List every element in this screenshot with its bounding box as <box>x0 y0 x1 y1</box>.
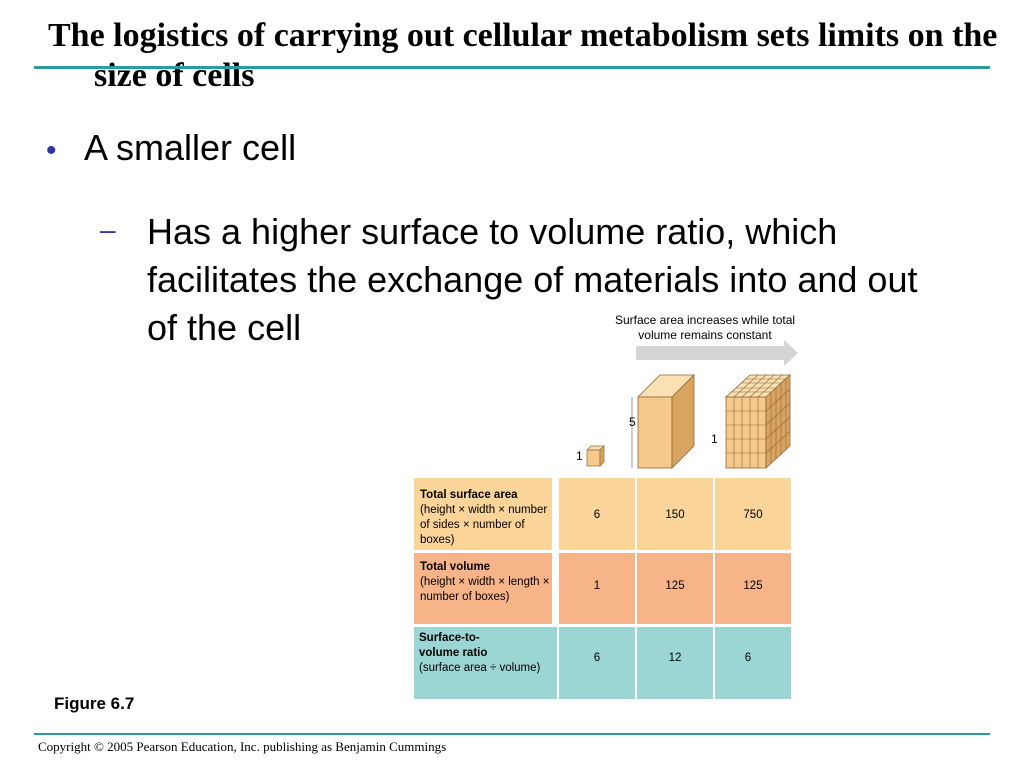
table-cell: 6 <box>715 627 781 699</box>
big-cube <box>631 374 695 469</box>
bullet-text: A smaller cell <box>84 127 297 168</box>
grid-cube-label: 1 <box>711 432 718 446</box>
table-cell-edge <box>781 627 791 699</box>
row-title: Total volume <box>420 561 491 573</box>
sub-bullet-marker: – <box>100 214 116 245</box>
sub-bullet-text: Has a higher surface to volume ratio, wh… <box>147 211 918 348</box>
row-volume-label: Total volume (height × width × length × … <box>414 553 552 624</box>
arrow-icon <box>636 340 798 366</box>
bullet-marker: • <box>46 134 57 167</box>
small-cube <box>586 445 605 467</box>
row-surface-area-label: Total surface area (height × width × num… <box>414 478 552 550</box>
row-desc: (height × width × number of sides × numb… <box>420 504 548 546</box>
row-desc: (height × width × length × number of box… <box>420 576 550 603</box>
footer-divider <box>34 733 990 735</box>
small-cube-label: 1 <box>576 449 583 463</box>
row-title: Surface-to-volume ratio <box>419 632 488 659</box>
grid-cube <box>724 374 792 469</box>
row-ratio-label: Surface-to-volume ratio (surface area ÷ … <box>414 627 557 699</box>
table-cell: 6 <box>559 478 635 550</box>
table-cell: 150 <box>637 478 713 550</box>
table-cell: 750 <box>715 478 791 550</box>
table-cell: 1 <box>559 553 635 624</box>
table-cell: 6 <box>559 627 635 699</box>
row-desc: (surface area ÷ volume) <box>419 662 541 674</box>
table-cell: 125 <box>637 553 713 624</box>
cube-illustration: 1 5 1 <box>576 340 798 469</box>
table-cell: 125 <box>715 553 791 624</box>
title-divider <box>34 66 990 69</box>
figure-caption: Surface area increases while total volum… <box>614 313 796 342</box>
table-cell: 12 <box>637 627 713 699</box>
figure-label: Figure 6.7 <box>54 694 135 713</box>
row-title: Total surface area <box>420 489 518 501</box>
copyright-text: Copyright © 2005 Pearson Education, Inc.… <box>38 739 447 754</box>
slide-title: The logistics of carrying out cellular m… <box>48 17 998 94</box>
big-cube-label: 5 <box>629 415 636 429</box>
